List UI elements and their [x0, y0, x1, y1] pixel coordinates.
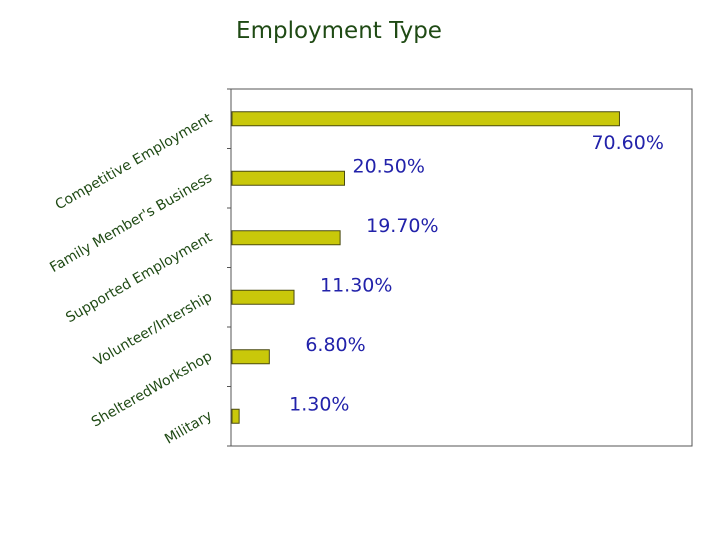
- value-label-1: 20.50%: [353, 155, 425, 177]
- value-label-0: 70.60%: [591, 132, 663, 154]
- bars: [231, 111, 620, 424]
- category-label-0: Competitive Employment: [53, 110, 216, 213]
- bar-1: [231, 170, 346, 186]
- y-axis-ticks: [227, 88, 231, 447]
- bar-3: [231, 289, 295, 305]
- bar-5: [231, 408, 240, 424]
- category-label-5: Military: [162, 408, 215, 448]
- bar-4: [231, 349, 270, 365]
- value-label-2: 19.70%: [366, 215, 438, 237]
- plot-area: [230, 88, 693, 447]
- value-labels: 70.60% 20.50% 19.70% 11.30% 6.80% 1.30%: [289, 132, 664, 416]
- chart-title: Employment Type: [236, 18, 442, 44]
- value-label-3: 11.30%: [320, 274, 392, 296]
- bar-0: [231, 111, 620, 127]
- value-label-4: 6.80%: [305, 334, 365, 356]
- bar-2: [231, 230, 341, 246]
- category-label-1: Family Member's Business: [47, 170, 215, 276]
- value-label-5: 1.30%: [289, 393, 349, 415]
